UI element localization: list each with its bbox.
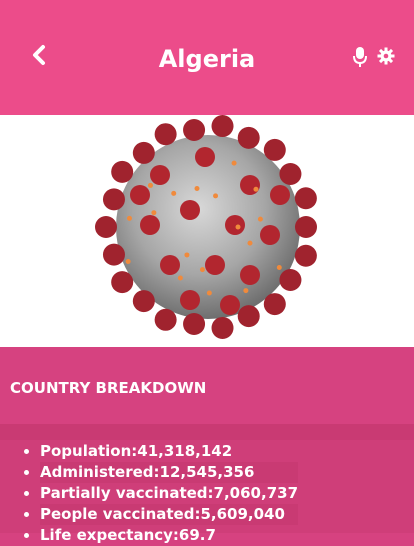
microphone-icon[interactable] [352,46,368,68]
list-item: Partially vaccinated:7,060,737 [40,483,298,504]
divider-band [0,424,414,440]
breakdown-list: Population:41,318,142 Administered:12,54… [0,441,299,546]
list-item: People vaccinated:5,609,040 [40,504,299,525]
coronavirus-image [0,115,414,347]
list-item: Administered:12,545,356 [40,462,299,483]
app-header: Algeria [0,0,414,115]
list-item: Population:41,318,142 [40,441,298,462]
list-item: Life expectancy:69.7 [40,525,298,546]
section-title: COUNTRY BREAKDOWN [10,379,207,397]
page-title: Algeria [158,45,256,73]
gear-icon[interactable] [377,47,395,65]
chevron-left-icon[interactable] [28,42,50,68]
